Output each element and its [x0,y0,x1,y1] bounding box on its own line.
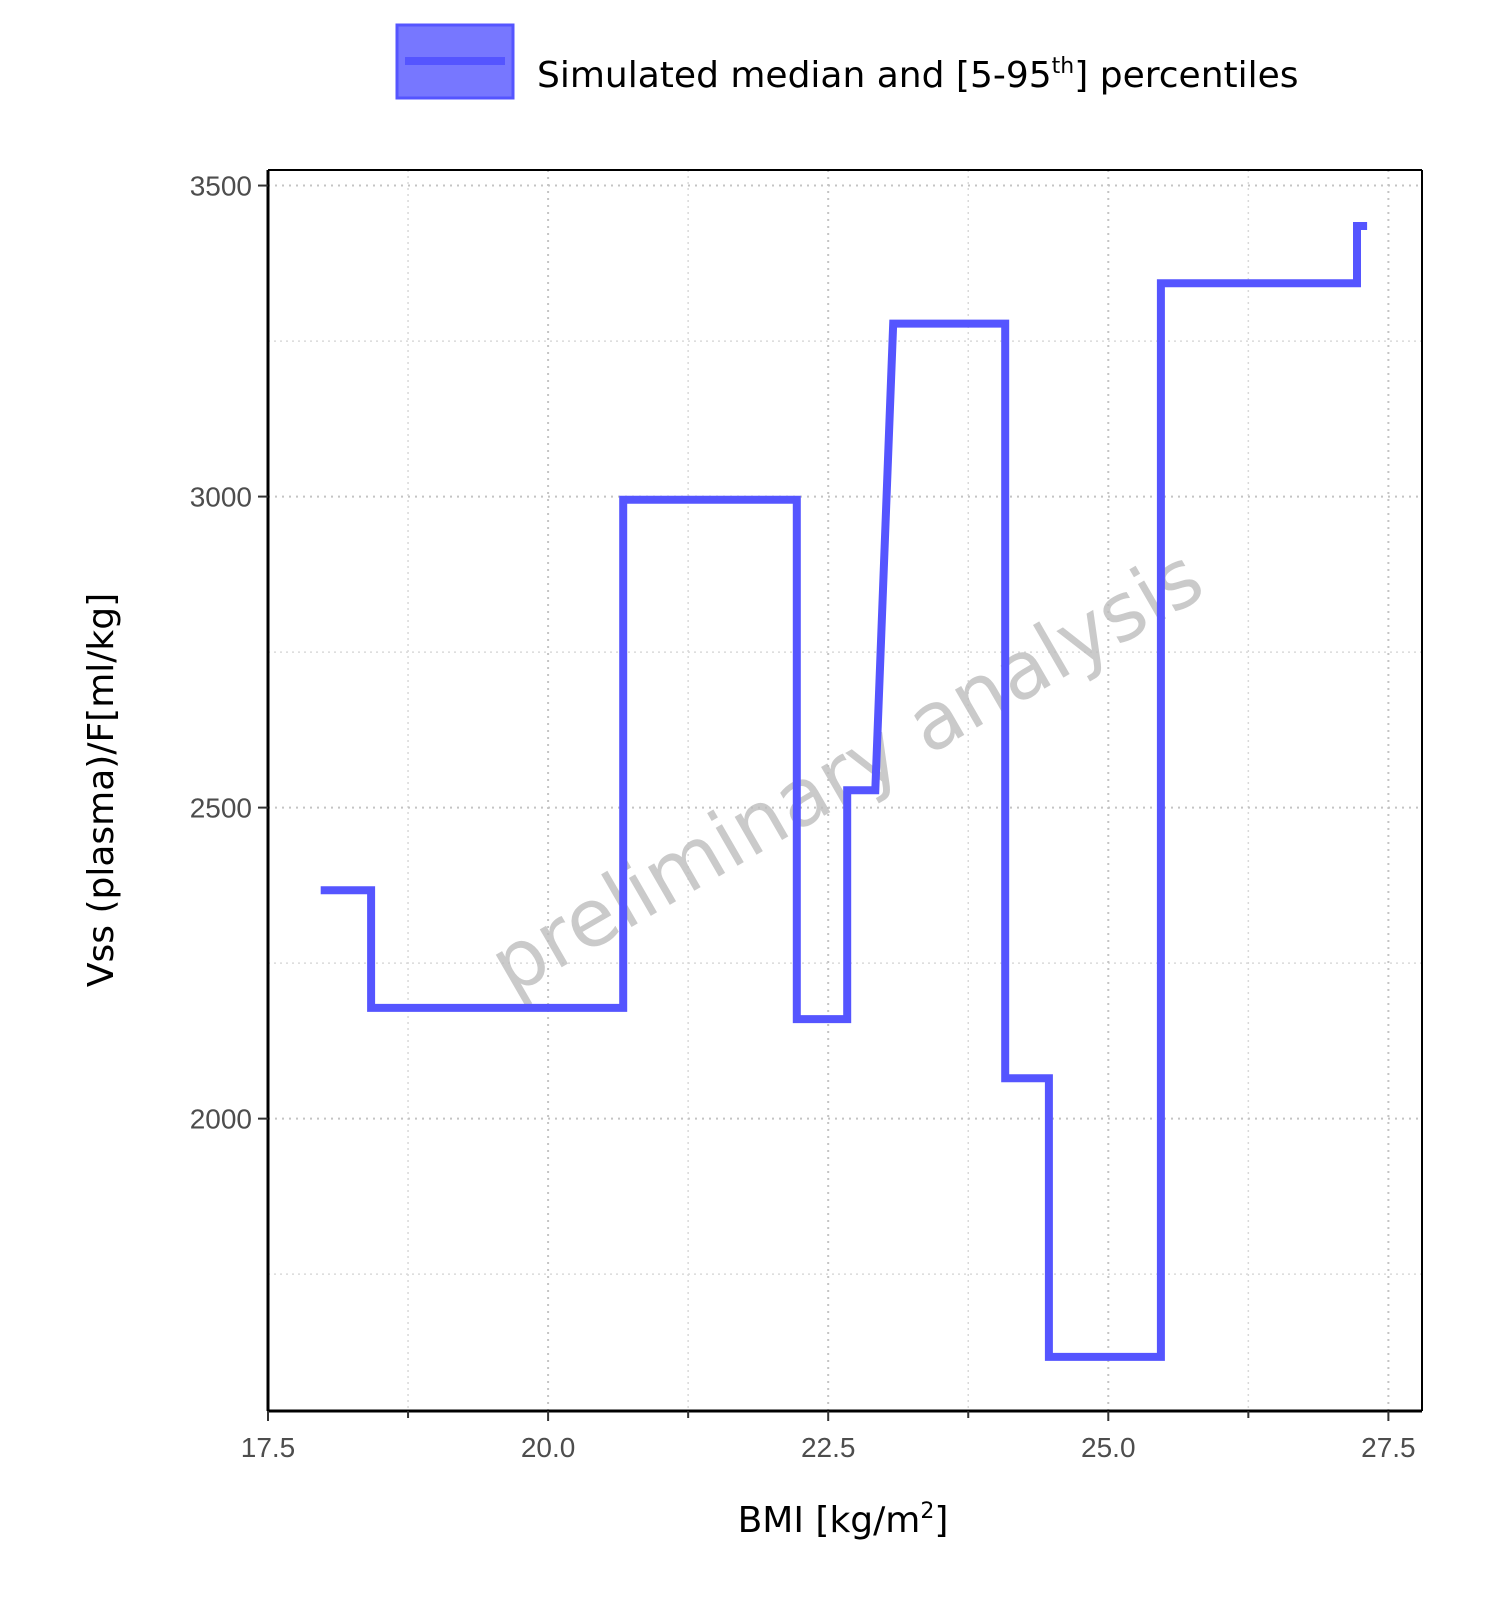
legend-label-suffix: ] percentiles [1074,55,1298,96]
x-axis-title-end: ] [934,1500,948,1541]
y-tick-label: 3500 [190,171,252,202]
legend-label: Simulated median and [5-95th] percentile… [537,54,1299,96]
ticks: 17.5 20.0 22.5 25.0 27.5 2000 2500 3000 3500 [190,171,1416,1463]
series-layer [320,222,1368,1361]
x-tick-label: 20.0 [521,1432,576,1463]
legend-label-prefix: Simulated median and [5-95 [537,55,1052,96]
x-tick-label: 22.5 [801,1432,856,1463]
y-tick-label: 2000 [190,1104,252,1135]
x-axis-title-sup: 2 [920,1499,934,1524]
x-axis-title: BMI [kg/m2] [738,1499,949,1541]
legend-label-sup: th [1052,54,1075,79]
axes [266,169,1423,1413]
series-line [320,222,1368,1361]
x-tick-label: 17.5 [241,1432,296,1463]
x-axis-title-main: BMI [kg/m [738,1500,921,1541]
x-tick-label: 27.5 [1361,1432,1416,1463]
y-tick-label: 3000 [190,482,252,513]
x-tick-label: 25.0 [1081,1432,1136,1463]
legend: Simulated median and [5-95th] percentile… [395,23,1299,100]
y-tick-label: 2500 [190,793,252,824]
y-axis-title: Vss (plasma)/F[ml/kg] [81,593,122,987]
